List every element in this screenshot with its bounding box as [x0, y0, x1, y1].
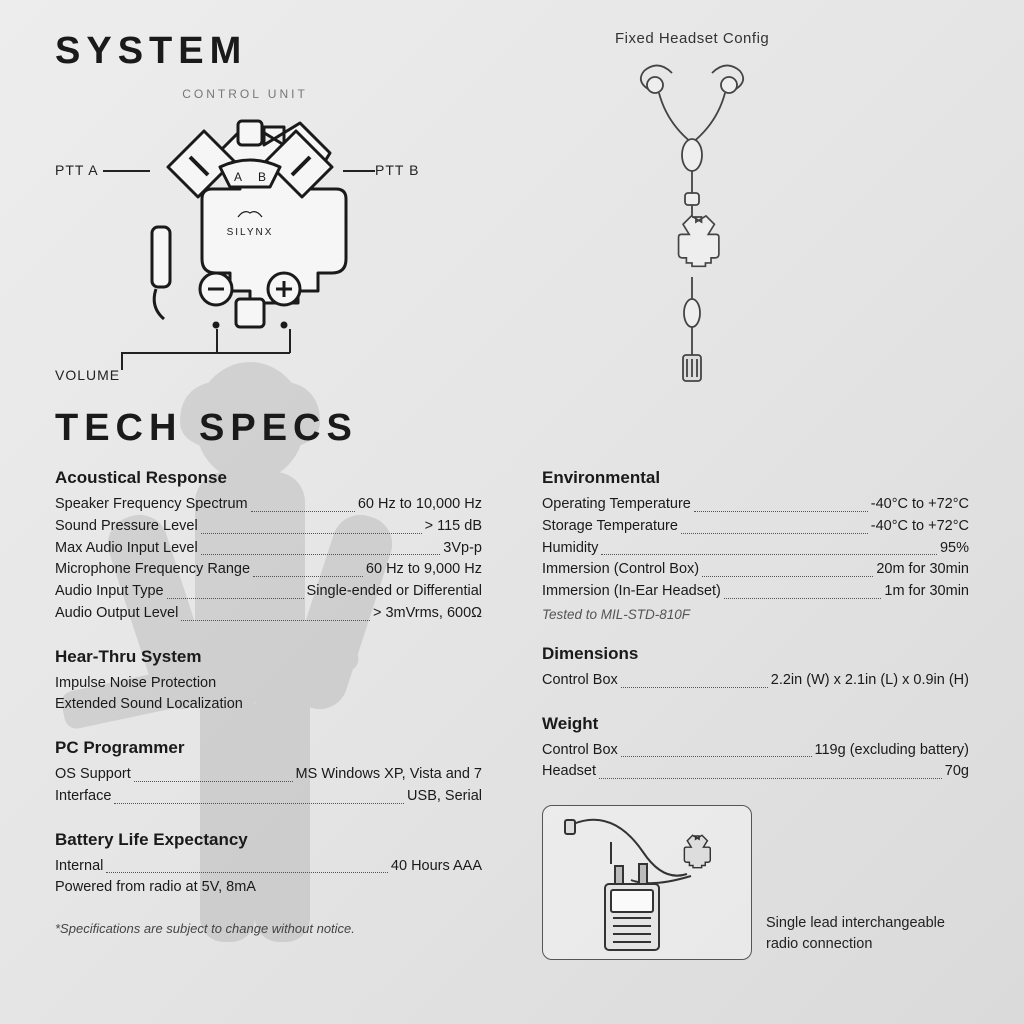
spec-heading: Dimensions — [542, 644, 969, 664]
spec-heading: Battery Life Expectancy — [55, 830, 482, 850]
spec-value: 119g (excluding battery) — [815, 740, 970, 762]
spec-group: PC Programmer OS Support MS Windows XP, Vi… — [55, 738, 482, 808]
spec-label: Storage Temperature — [542, 516, 678, 538]
spec-heading: Acoustical Response — [55, 468, 482, 488]
spec-value: > 115 dB — [425, 516, 482, 538]
spec-label: Internal — [55, 856, 103, 878]
spec-plain-line: Impulse Noise Protection — [55, 673, 482, 695]
spec-value: -40°C to +72°C — [871, 494, 969, 516]
spec-row: Internal 40 Hours AAA — [55, 856, 482, 878]
spec-row: Immersion (Control Box) 20m for 30min — [542, 559, 969, 581]
spec-label: Operating Temperature — [542, 494, 691, 516]
spec-label: Interface — [55, 786, 111, 808]
spec-row: Microphone Frequency Range 60 Hz to 9,000… — [55, 559, 482, 581]
spec-label: Max Audio Input Level — [55, 538, 198, 560]
specs-footnote: *Specifications are subject to change wi… — [55, 921, 482, 936]
svg-text:A: A — [234, 170, 242, 184]
spec-row: Operating Temperature -40°C to +72°C — [542, 494, 969, 516]
spec-row: Control Box 119g (excluding battery) — [542, 740, 969, 762]
spec-group: Weight Control Box 119g (excluding battery… — [542, 714, 969, 784]
spec-row: Audio Input Type Single-ended or Differen… — [55, 581, 482, 603]
spec-row: OS Support MS Windows XP, Vista and 7 — [55, 764, 482, 786]
spec-value: 60 Hz to 10,000 Hz — [358, 494, 482, 516]
spec-value: 2.2in (W) x 2.1in (L) x 0.9in (H) — [771, 670, 969, 692]
spec-label: Control Box — [542, 740, 618, 762]
spec-label: Immersion (In-Ear Headset) — [542, 581, 721, 603]
spec-row: Control Box 2.2in (W) x 2.1in (L) x 0.9in… — [542, 670, 969, 692]
spec-label: OS Support — [55, 764, 131, 786]
spec-value: 70g — [945, 761, 969, 783]
spec-heading: Environmental — [542, 468, 969, 488]
headset-config-diagram — [617, 55, 767, 395]
spec-group: Battery Life Expectancy Internal 40 Hours … — [55, 830, 482, 900]
callout-ptt-b: PTT B — [375, 162, 419, 178]
spec-label: Sound Pressure Level — [55, 516, 198, 538]
control-unit-diagram: PTT A PTT B VOLUME — [55, 107, 445, 407]
spec-row: Immersion (In-Ear Headset) 1m for 30min — [542, 581, 969, 603]
radio-connection-diagram — [542, 805, 752, 960]
spec-value: 3Vp-p — [443, 538, 482, 560]
system-heading: SYSTEM — [55, 30, 445, 73]
spec-label: Audio Output Level — [55, 603, 178, 625]
callout-ptt-a: PTT A — [55, 162, 99, 178]
spec-value: USB, Serial — [407, 786, 482, 808]
control-unit-label: CONTROL UNIT — [55, 87, 435, 101]
spec-group: Dimensions Control Box 2.2in (W) x 2.1in (… — [542, 644, 969, 692]
spec-value: MS Windows XP, Vista and 7 — [296, 764, 482, 786]
spec-group: Acoustical Response Speaker Frequency Spe… — [55, 468, 482, 625]
control-unit-icon: A B SILYNX — [150, 117, 350, 337]
spec-label: Microphone Frequency Range — [55, 559, 250, 581]
spec-label: Immersion (Control Box) — [542, 559, 699, 581]
spec-value: 1m for 30min — [884, 581, 969, 603]
radio-connection-caption: Single lead interchangeableradio connect… — [766, 913, 945, 960]
spec-heading: Hear-Thru System — [55, 647, 482, 667]
spec-value: Single-ended or Differential — [307, 581, 482, 603]
radio-connection-block: Single lead interchangeableradio connect… — [542, 805, 969, 960]
svg-text:B: B — [258, 170, 266, 184]
spec-value: -40°C to +72°C — [871, 516, 969, 538]
spec-value: 60 Hz to 9,000 Hz — [366, 559, 482, 581]
spec-value: 95% — [940, 538, 969, 560]
spec-value: > 3mVrms, 600Ω — [373, 603, 482, 625]
spec-row: Max Audio Input Level 3Vp-p — [55, 538, 482, 560]
callout-volume: VOLUME — [55, 367, 120, 383]
spec-note: Tested to MIL-STD-810F — [542, 607, 969, 622]
spec-value: 20m for 30min — [876, 559, 969, 581]
specs-left-column: Acoustical Response Speaker Frequency Spe… — [55, 468, 482, 960]
headset-config-label: Fixed Headset Config — [615, 30, 769, 47]
spec-row: Humidity 95% — [542, 538, 969, 560]
spec-group: Hear-Thru System Impulse Noise Protection… — [55, 647, 482, 717]
spec-row: Audio Output Level > 3mVrms, 600Ω — [55, 603, 482, 625]
spec-label: Humidity — [542, 538, 598, 560]
spec-heading: Weight — [542, 714, 969, 734]
spec-row: Headset 70g — [542, 761, 969, 783]
spec-label: Headset — [542, 761, 596, 783]
spec-row: Interface USB, Serial — [55, 786, 482, 808]
tech-specs-heading: TECH SPECS — [55, 407, 969, 450]
specs-right-column: Environmental Operating Temperature -40°C … — [542, 468, 969, 960]
spec-row: Sound Pressure Level > 115 dB — [55, 516, 482, 538]
spec-label: Audio Input Type — [55, 581, 164, 603]
svg-text:SILYNX: SILYNX — [227, 227, 274, 238]
spec-value: 40 Hours AAA — [391, 856, 482, 878]
spec-plain-line: Powered from radio at 5V, 8mA — [55, 877, 482, 899]
spec-label: Speaker Frequency Spectrum — [55, 494, 248, 516]
spec-plain-line: Extended Sound Localization — [55, 694, 482, 716]
spec-heading: PC Programmer — [55, 738, 482, 758]
spec-row: Storage Temperature -40°C to +72°C — [542, 516, 969, 538]
spec-row: Speaker Frequency Spectrum 60 Hz to 10,00… — [55, 494, 482, 516]
spec-group: Environmental Operating Temperature -40°C … — [542, 468, 969, 622]
spec-label: Control Box — [542, 670, 618, 692]
